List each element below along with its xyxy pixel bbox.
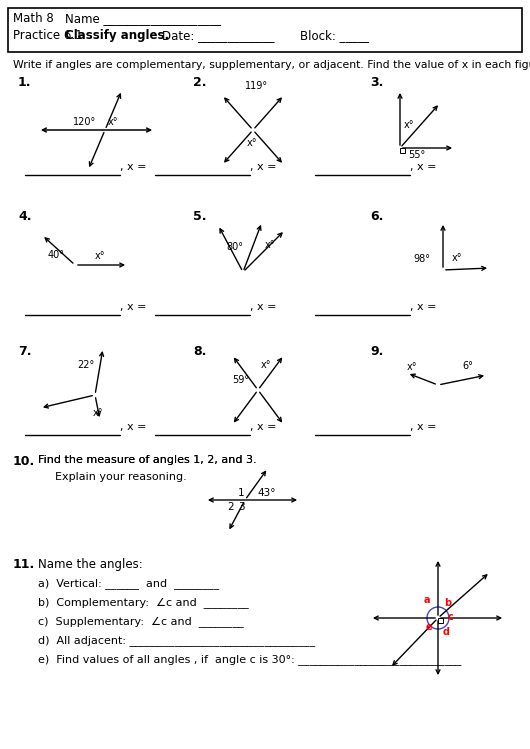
Text: Classify angles.: Classify angles. bbox=[65, 29, 169, 42]
Text: 59°: 59° bbox=[232, 375, 249, 385]
Text: 8.: 8. bbox=[193, 345, 206, 358]
Text: Practice 6.1: Practice 6.1 bbox=[13, 29, 86, 42]
Text: x°: x° bbox=[452, 253, 463, 263]
Text: x°: x° bbox=[247, 138, 258, 148]
Text: 10.: 10. bbox=[13, 455, 36, 468]
Text: 4.: 4. bbox=[18, 210, 31, 223]
Text: 98°: 98° bbox=[413, 254, 430, 264]
Text: x°: x° bbox=[95, 251, 105, 261]
Text: Name the angles:: Name the angles: bbox=[38, 558, 143, 571]
Text: 119°: 119° bbox=[245, 81, 268, 91]
Text: 80°: 80° bbox=[226, 242, 243, 252]
Text: Name ____________________: Name ____________________ bbox=[65, 12, 221, 25]
Text: c: c bbox=[448, 612, 454, 622]
Text: c)  Supplementary:  ∠c and  ________: c) Supplementary: ∠c and ________ bbox=[38, 616, 244, 627]
Text: , x =: , x = bbox=[250, 302, 277, 312]
Text: 3.: 3. bbox=[370, 76, 383, 89]
Text: 2: 2 bbox=[227, 502, 234, 512]
Text: x°: x° bbox=[265, 240, 276, 250]
Text: Find the measure of angles 1, 2, and 3.: Find the measure of angles 1, 2, and 3. bbox=[38, 455, 257, 465]
Text: , x =: , x = bbox=[250, 422, 277, 432]
Text: Write if angles are complementary, supplementary, or adjacent. Find the value of: Write if angles are complementary, suppl… bbox=[13, 60, 530, 70]
Text: a)  Vertical: ______  and  ________: a) Vertical: ______ and ________ bbox=[38, 578, 219, 589]
Text: d)  All adjacent: _________________________________: d) All adjacent: _______________________… bbox=[38, 635, 315, 646]
Text: , x =: , x = bbox=[250, 162, 277, 172]
Text: 6.: 6. bbox=[370, 210, 383, 223]
Text: 40°: 40° bbox=[48, 250, 65, 260]
Text: , x =: , x = bbox=[120, 302, 146, 312]
Text: 1.: 1. bbox=[18, 76, 31, 89]
Text: Find the measure of angles 1, 2, and 3.: Find the measure of angles 1, 2, and 3. bbox=[38, 455, 257, 465]
Text: x°: x° bbox=[261, 360, 271, 370]
Text: 55°: 55° bbox=[408, 150, 425, 160]
Text: Math 8: Math 8 bbox=[13, 12, 54, 25]
Text: 120°: 120° bbox=[73, 117, 96, 127]
Text: x°: x° bbox=[404, 120, 414, 130]
Text: , x =: , x = bbox=[410, 422, 437, 432]
Text: 7.: 7. bbox=[18, 345, 31, 358]
Text: e)  Find values of all angles , if  angle c is 30°: ____________________________: e) Find values of all angles , if angle … bbox=[38, 654, 462, 665]
Text: x°: x° bbox=[108, 117, 119, 127]
FancyBboxPatch shape bbox=[8, 8, 522, 52]
Text: Date: _____________: Date: _____________ bbox=[162, 29, 275, 42]
Text: 22°: 22° bbox=[77, 360, 94, 370]
Text: 43°: 43° bbox=[257, 488, 276, 498]
Text: 11.: 11. bbox=[13, 558, 36, 571]
Text: 1: 1 bbox=[238, 488, 245, 498]
Text: e: e bbox=[426, 622, 432, 632]
Text: d: d bbox=[443, 627, 450, 637]
Text: Explain your reasoning.: Explain your reasoning. bbox=[55, 472, 187, 482]
Text: 3: 3 bbox=[238, 502, 245, 512]
Text: x°: x° bbox=[407, 362, 418, 372]
Text: a: a bbox=[424, 595, 430, 605]
Text: 2.: 2. bbox=[193, 76, 207, 89]
Text: 9.: 9. bbox=[370, 345, 383, 358]
Text: , x =: , x = bbox=[120, 162, 146, 172]
Text: x°: x° bbox=[93, 408, 103, 418]
Text: 6°: 6° bbox=[462, 361, 473, 371]
Text: , x =: , x = bbox=[120, 422, 146, 432]
Text: Block: _____: Block: _____ bbox=[300, 29, 369, 42]
Text: b)  Complementary:  ∠c and  ________: b) Complementary: ∠c and ________ bbox=[38, 597, 249, 608]
Text: , x =: , x = bbox=[410, 162, 437, 172]
Text: , x =: , x = bbox=[410, 302, 437, 312]
Text: 5.: 5. bbox=[193, 210, 207, 223]
Text: b: b bbox=[444, 598, 451, 608]
